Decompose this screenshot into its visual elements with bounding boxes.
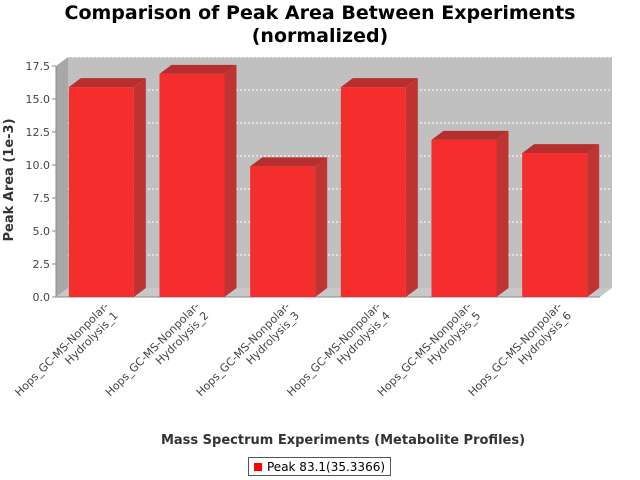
bar-front <box>250 166 316 297</box>
chart-title-line-2: (normalized) <box>251 25 389 47</box>
y-ticks: 0.0 2.5 5.0 7.5 10.0 12.5 15.0 17.5 <box>26 60 56 304</box>
x-tick-label: Hops_GC-MS-Nonpolar-Hydrolysis_6 <box>466 300 574 408</box>
y-tick-label: 10.0 <box>26 159 51 172</box>
bar-front <box>68 87 134 298</box>
x-tick-labels: Hops_GC-MS-Nonpolar-Hydrolysis_1Hops_GC-… <box>12 300 574 408</box>
bar <box>431 130 509 297</box>
y-tick-label: 5.0 <box>33 225 51 238</box>
bar-side <box>224 64 237 297</box>
bar-top <box>250 157 328 167</box>
chart-title-line-1: Comparison of Peak Area Between Experime… <box>64 2 576 24</box>
bar <box>250 157 328 297</box>
y-axis-title: Peak Area (1e-3) <box>2 118 17 241</box>
bar-side <box>405 78 418 298</box>
grid-lines <box>68 56 612 256</box>
bar-top <box>522 144 600 154</box>
bar-top <box>159 64 237 74</box>
bar-front <box>522 153 588 297</box>
bar-front <box>340 87 406 298</box>
y-tick-label: 2.5 <box>33 258 51 271</box>
bar <box>68 78 146 298</box>
legend: Peak 83.1(35.3366) <box>248 457 392 476</box>
y-tick-label: 7.5 <box>33 192 51 205</box>
legend-swatch <box>254 462 262 471</box>
bar-side <box>315 157 328 297</box>
x-axis-title: Mass Spectrum Experiments (Metabolite Pr… <box>161 433 525 448</box>
bar-side <box>133 78 146 298</box>
bar-front <box>159 73 225 297</box>
y-tick-label: 17.5 <box>26 60 51 73</box>
bar <box>340 78 418 298</box>
legend-label: Peak 83.1(35.3366) <box>267 459 386 474</box>
chart-title: Comparison of Peak Area Between Experime… <box>0 2 640 48</box>
bar <box>522 144 600 297</box>
bar-side <box>587 144 600 297</box>
bar-top <box>340 78 418 88</box>
y-tick-label: 15.0 <box>26 93 51 106</box>
plot-left-wall <box>56 57 68 297</box>
bars <box>68 64 600 298</box>
y-tick-label: 12.5 <box>26 126 51 139</box>
bar-top <box>431 130 509 140</box>
bar <box>159 64 237 297</box>
bar-top <box>68 78 146 88</box>
y-tick-label: 0.0 <box>33 291 51 304</box>
bar-side <box>496 130 509 297</box>
bar-front <box>431 139 497 297</box>
